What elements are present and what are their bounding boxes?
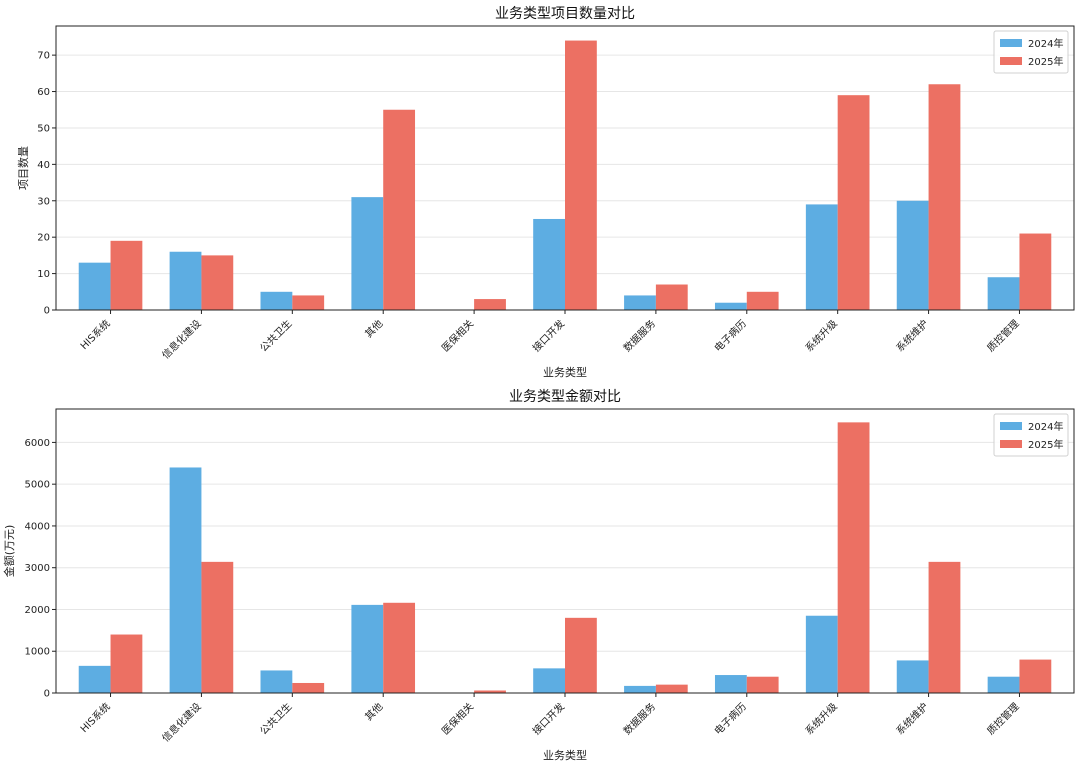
y-tick-label: 5000 (25, 480, 50, 491)
y-tick-label: 6000 (25, 438, 50, 449)
bar-series-1 (169, 467, 202, 693)
x-tick-label: 质控管理 (984, 700, 1021, 737)
x-tick-label: 数据服务 (621, 700, 658, 737)
bar-series-2 (928, 84, 961, 310)
y-axis-label: 项目数量 (17, 146, 30, 190)
bar-series-1 (260, 291, 293, 310)
bar-series-1 (169, 251, 202, 310)
legend-swatch (1000, 57, 1022, 65)
x-tick-label: 系统升级 (802, 700, 839, 737)
bar-series-2 (837, 422, 870, 693)
bar-series-2 (474, 690, 506, 693)
bar-series-2 (383, 602, 416, 693)
y-tick-label: 0 (44, 306, 50, 317)
bar-series-1 (260, 670, 293, 693)
y-axis-label: 金额(万元) (2, 525, 16, 578)
bar-series-1 (987, 277, 1020, 310)
y-tick-label: 30 (37, 196, 50, 207)
bar-series-2 (383, 109, 416, 310)
bar-series-1 (624, 685, 656, 693)
x-tick-label: 电子病历 (711, 700, 748, 737)
bar-series-2 (201, 255, 234, 310)
bar-series-1 (714, 675, 747, 693)
y-tick-label: 2000 (25, 605, 50, 616)
bar-series-2 (655, 684, 688, 693)
bar-series-2 (746, 291, 779, 310)
bar-series-2 (1019, 233, 1052, 310)
chart-title: 业务类型项目数量对比 (495, 6, 635, 22)
legend-swatch (1000, 39, 1022, 47)
bar-series-2 (292, 295, 325, 310)
x-tick-label: HIS系统 (77, 700, 112, 735)
bar-series-1 (805, 204, 838, 310)
x-tick-label: 信息化建设 (159, 700, 204, 745)
x-tick-label: 公共卫生 (257, 317, 294, 354)
bar-series-1 (896, 660, 929, 693)
bar-series-2 (1019, 659, 1052, 693)
bar-series-2 (474, 299, 506, 310)
bar-series-2 (201, 561, 234, 693)
bar-series-1 (624, 295, 656, 310)
bar-series-1 (78, 262, 111, 310)
x-tick-label: 公共卫生 (257, 700, 294, 737)
bar-series-1 (896, 200, 929, 310)
legend-label: 2025年 (1028, 55, 1063, 68)
bar-series-2 (655, 284, 688, 310)
bar-series-1 (351, 197, 384, 310)
x-tick-label: 系统维护 (893, 317, 930, 354)
bar-series-1 (533, 668, 565, 693)
bar-series-2 (110, 634, 143, 693)
x-tick-label: 数据服务 (621, 317, 658, 354)
x-tick-label: 医保相关 (439, 700, 476, 737)
chart-title: 业务类型金额对比 (509, 389, 621, 405)
x-axis-label: 业务类型 (543, 365, 587, 379)
legend-swatch (1000, 422, 1022, 430)
bar-series-2 (565, 617, 597, 693)
x-tick-label: 系统维护 (893, 700, 930, 737)
x-tick-label: 质控管理 (984, 317, 1021, 354)
bar-series-2 (110, 240, 143, 310)
x-tick-label: 接口开发 (530, 700, 567, 737)
x-tick-label: 医保相关 (439, 317, 476, 354)
y-tick-label: 10 (37, 269, 50, 280)
bar-series-1 (78, 665, 111, 693)
bar-series-1 (805, 615, 838, 693)
legend-swatch (1000, 440, 1022, 448)
y-tick-label: 3000 (25, 563, 50, 574)
x-axis-label: 业务类型 (543, 748, 587, 762)
bar-series-1 (714, 302, 747, 310)
y-tick-label: 60 (37, 87, 50, 98)
bar-series-1 (533, 218, 565, 310)
x-tick-label: 接口开发 (530, 317, 567, 354)
legend-label: 2024年 (1028, 420, 1063, 433)
legend-label: 2024年 (1028, 37, 1063, 50)
y-tick-label: 1000 (25, 647, 50, 658)
y-tick-label: 70 (37, 51, 50, 62)
y-tick-label: 20 (37, 233, 50, 244)
x-tick-label: 其他 (362, 700, 385, 723)
x-tick-label: 系统升级 (802, 317, 839, 354)
bar-series-2 (928, 561, 961, 693)
bar-series-1 (987, 676, 1020, 693)
bar-series-1 (351, 604, 384, 693)
x-tick-label: 电子病历 (711, 317, 748, 354)
x-tick-label: 其他 (362, 317, 385, 340)
y-tick-label: 50 (37, 123, 50, 134)
bar-series-2 (746, 676, 779, 693)
y-tick-label: 4000 (25, 521, 50, 532)
bar-series-2 (292, 682, 325, 693)
y-tick-label: 40 (37, 160, 50, 171)
y-tick-label: 0 (44, 689, 50, 700)
x-tick-label: HIS系统 (77, 317, 112, 352)
bar-series-2 (565, 40, 597, 311)
bar-series-2 (837, 95, 870, 310)
x-tick-label: 信息化建设 (159, 317, 204, 362)
legend-label: 2025年 (1028, 438, 1063, 451)
